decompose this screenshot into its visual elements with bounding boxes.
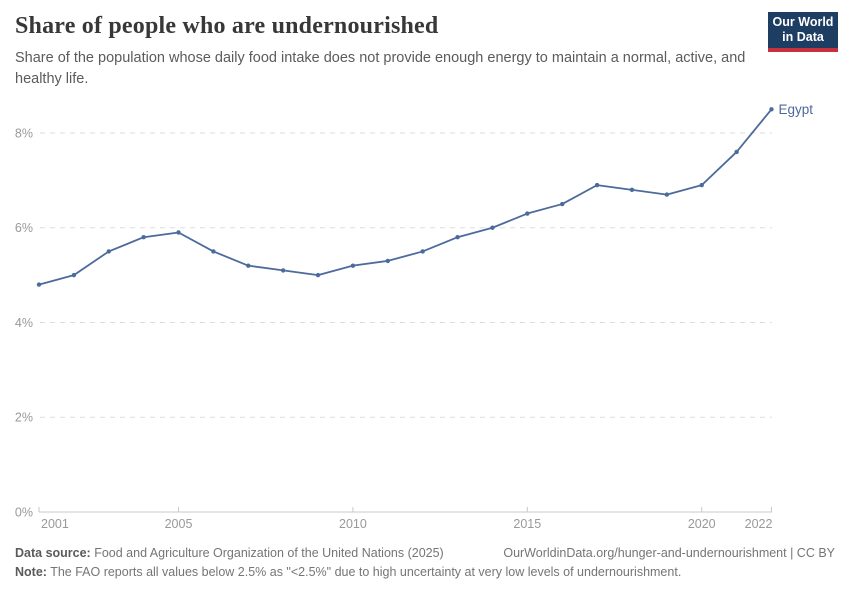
chart-subtitle: Share of the population whose daily food… bbox=[15, 50, 746, 87]
x-tick-label: 2005 bbox=[165, 517, 193, 531]
data-point[interactable] bbox=[315, 272, 321, 278]
data-point[interactable] bbox=[211, 249, 216, 254]
x-tick-label: 2015 bbox=[513, 517, 541, 531]
data-point[interactable] bbox=[420, 249, 425, 254]
data-point[interactable] bbox=[455, 235, 460, 240]
x-tick-label: 2010 bbox=[339, 517, 367, 531]
data-point[interactable] bbox=[594, 182, 600, 188]
owid-logo-line1: Our World bbox=[772, 15, 834, 29]
data-point[interactable] bbox=[246, 263, 251, 268]
data-source-label: Data source: bbox=[15, 546, 91, 560]
owid-logo[interactable]: Our World in Data bbox=[768, 12, 838, 52]
note-label: Note: bbox=[15, 565, 47, 579]
data-point[interactable] bbox=[141, 235, 146, 240]
series-line[interactable] bbox=[38, 108, 773, 286]
chart-footer: Data source: Food and Agriculture Organi… bbox=[15, 546, 835, 579]
line-chart[interactable]: 0% 2% 4% 6% 8% 2001 2005 2010 2015 2020 2022 Egypt bbox=[0, 95, 850, 545]
y-tick-label: 2% bbox=[15, 411, 33, 425]
y-tick-label: 6% bbox=[15, 221, 33, 235]
y-tick-label: 4% bbox=[15, 316, 33, 330]
data-point[interactable] bbox=[36, 282, 42, 287]
data-point[interactable] bbox=[176, 230, 181, 235]
data-point[interactable] bbox=[280, 268, 286, 273]
y-tick-label: 8% bbox=[15, 126, 33, 140]
owid-logo-line2: in Data bbox=[782, 30, 824, 44]
data-point[interactable] bbox=[350, 263, 356, 268]
data-source-text: Data source: Food and Agriculture Organi… bbox=[15, 546, 444, 560]
data-point[interactable] bbox=[385, 258, 390, 264]
x-tick-label: 2020 bbox=[688, 517, 716, 531]
data-point[interactable] bbox=[71, 272, 77, 278]
page-title: Share of people who are undernourished bbox=[15, 13, 439, 39]
y-tick-label: 0% bbox=[15, 505, 33, 519]
data-point[interactable] bbox=[664, 192, 670, 197]
data-point[interactable] bbox=[734, 149, 739, 155]
data-point[interactable] bbox=[560, 201, 565, 207]
series-end-label[interactable]: Egypt bbox=[778, 102, 813, 117]
data-point[interactable] bbox=[699, 182, 704, 188]
owid-url-link[interactable]: OurWorldinData.org/hunger-and-undernouri… bbox=[503, 546, 835, 560]
chart-header: Share of people who are undernourished S… bbox=[15, 13, 750, 89]
x-tick-label: 2022 bbox=[745, 517, 773, 531]
data-point[interactable] bbox=[629, 187, 635, 193]
data-point[interactable] bbox=[106, 249, 111, 254]
data-point[interactable] bbox=[490, 225, 495, 230]
chart-note: Note: The FAO reports all values below 2… bbox=[15, 565, 682, 579]
x-tick-label: 2001 bbox=[41, 517, 69, 531]
data-point[interactable] bbox=[769, 107, 774, 112]
data-point[interactable] bbox=[525, 211, 530, 216]
